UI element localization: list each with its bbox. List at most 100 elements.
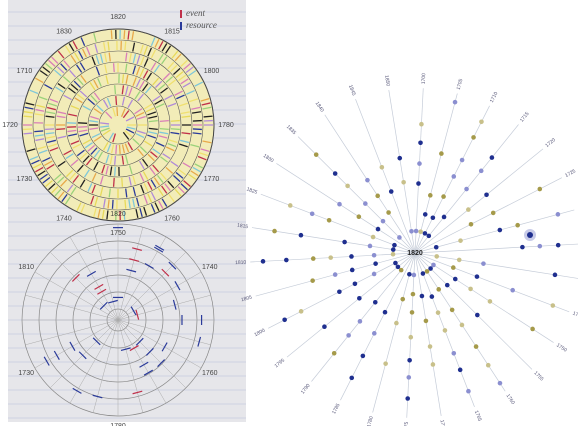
event-dot <box>346 333 351 338</box>
sketch-year-label: 1770 <box>204 176 220 183</box>
event-dot <box>299 309 304 314</box>
event-dot <box>498 228 503 233</box>
spoke <box>415 88 423 253</box>
spoke-year-label: 1850 <box>383 75 391 87</box>
spoke <box>415 253 441 416</box>
legend-resource: resource <box>186 20 217 30</box>
spoke-year-label: 1765 <box>473 410 483 423</box>
event-dot <box>365 178 370 183</box>
event-dot <box>368 244 373 249</box>
sketch-year-label: 1720 <box>2 122 18 129</box>
ring-stroke <box>23 133 32 134</box>
event-dot <box>424 319 429 324</box>
ring-stroke <box>112 200 113 209</box>
event-dot <box>407 358 412 363</box>
event-dot <box>414 229 419 234</box>
spoke <box>415 106 490 253</box>
event-dot <box>361 354 366 359</box>
event-dot <box>474 344 479 349</box>
event-dot <box>416 181 421 186</box>
event-dot <box>349 254 354 259</box>
event-dot <box>386 210 391 215</box>
ring-stroke <box>124 30 125 39</box>
event-dot <box>357 296 362 301</box>
event-dot <box>322 324 327 329</box>
spoke-year-label: 1835 <box>285 124 297 136</box>
event-dot <box>443 328 448 333</box>
event-dot <box>380 165 385 170</box>
ring-stroke <box>117 107 118 116</box>
sketch-year-label: 1780 <box>218 122 234 129</box>
ring-stroke <box>122 178 123 187</box>
event-dot <box>441 194 446 199</box>
spoke-year-label: 1725 <box>564 168 577 179</box>
event-dot <box>423 212 428 217</box>
spoke-year-label: 1775 <box>403 421 410 426</box>
event-dot <box>475 274 480 279</box>
event-dot <box>411 292 416 297</box>
event-dot <box>333 272 338 277</box>
event-dot <box>486 363 491 368</box>
event-dot <box>393 261 398 266</box>
spoke-year-label: 1785 <box>331 402 341 415</box>
spoke <box>373 253 415 412</box>
event-dot <box>484 192 489 197</box>
ring-stroke <box>125 41 126 50</box>
event-dot <box>282 318 287 323</box>
body: 1820181518001780177017601750174017301720… <box>0 0 578 426</box>
event-dot <box>420 294 425 299</box>
event-dot <box>363 201 368 206</box>
event-dot <box>314 152 319 157</box>
event-dot <box>431 215 436 220</box>
event-dot <box>349 376 354 381</box>
event-dot <box>397 235 402 240</box>
event-dot <box>464 187 469 192</box>
event-dot <box>510 288 515 293</box>
event-dot <box>468 287 473 292</box>
event-dot <box>391 252 396 257</box>
spoke-year-label: 1760 <box>505 393 516 406</box>
spoke-year-label: 1750 <box>555 342 568 353</box>
ring-stroke <box>111 30 112 39</box>
event-dot <box>392 243 397 248</box>
spoke-year-label: 1745 <box>572 311 578 321</box>
spoke-year-label: 1720 <box>544 137 557 149</box>
ring-stroke <box>116 145 117 154</box>
event-dot <box>431 362 436 367</box>
event-dot <box>408 335 413 340</box>
ring-stroke <box>115 156 116 165</box>
spoke-year-label: 1780 <box>366 415 375 426</box>
event-dot <box>417 161 422 166</box>
event-dot <box>530 327 535 332</box>
sketch-year-label: 1740 <box>202 264 218 271</box>
event-dot <box>400 297 405 302</box>
event-dot <box>556 243 561 248</box>
sketch-year-label: 1830 <box>56 28 72 35</box>
event-dot <box>327 218 332 223</box>
sketch-year-label: 1815 <box>164 28 180 35</box>
sketch-year-label: 1730 <box>18 370 34 377</box>
event-dot <box>372 253 377 258</box>
ring-stroke <box>125 200 126 209</box>
event-dot <box>333 171 338 176</box>
figure: 1820181518001780177017601750174017301720… <box>0 0 578 426</box>
event-dot <box>471 135 476 140</box>
event-dot <box>453 100 458 105</box>
sketch-year-label: 1760 <box>202 370 218 377</box>
ring-stroke <box>160 129 169 130</box>
ring-stroke <box>56 129 65 130</box>
event-dot <box>310 278 315 283</box>
event-dot <box>442 215 447 220</box>
sketch-year-label: 1760 <box>164 215 180 222</box>
event-dot <box>407 272 412 277</box>
spoke-year-label: 1800 <box>253 328 266 339</box>
spoke-year-label: 1755 <box>532 370 544 382</box>
event-dot <box>458 368 463 373</box>
spoke-year-label: 1710 <box>489 91 499 104</box>
sketch-year-label: 1710 <box>17 68 33 75</box>
ring-stroke <box>115 167 116 176</box>
event-dot <box>383 310 388 315</box>
ring-stroke <box>115 85 116 94</box>
radial-visualization: 1700170517101715172017251730173517401745… <box>235 73 578 426</box>
event-dot <box>450 308 455 313</box>
